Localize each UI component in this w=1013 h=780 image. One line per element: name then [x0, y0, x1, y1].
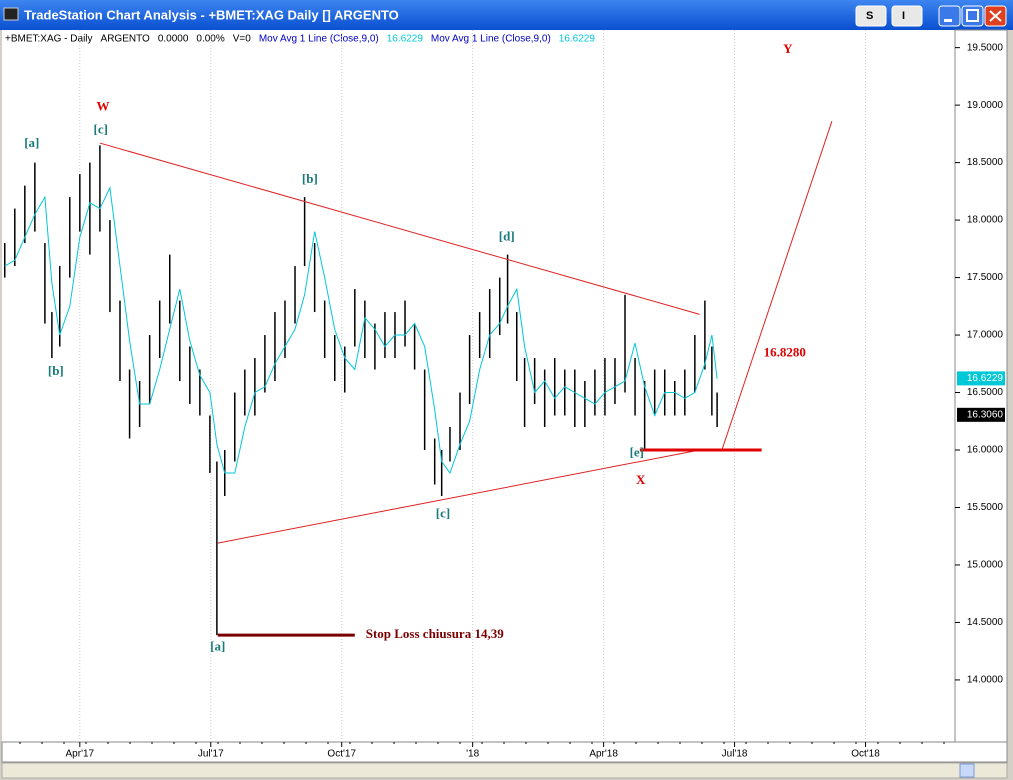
wave-label: 16.8280: [764, 344, 806, 359]
y-tick-label: 18.5000: [967, 157, 1004, 168]
info-text: 16.6229: [559, 34, 596, 45]
x-tick-label: Apr'17: [66, 749, 95, 760]
trend-line: [217, 449, 700, 544]
wave-label: [c]: [94, 121, 108, 136]
price-marker: [957, 371, 1005, 386]
title-bar: [0, 0, 1013, 30]
chart-layer: +BMET:XAG - Daily ARGENTO 0.0000 0.00% V=0 Mo…: [3, 30, 1005, 760]
info-text: 0.0000: [158, 34, 189, 45]
info-text: 16.6229: [387, 34, 424, 45]
info-text: V=0: [233, 34, 252, 45]
close-button[interactable]: [984, 5, 1007, 27]
info-text: Mov Avg 1 Line (Close,9,0): [431, 34, 551, 45]
app-icon: [3, 7, 19, 21]
x-tick-label: Oct'17: [327, 749, 356, 760]
wave-label: [b]: [48, 363, 64, 378]
price-marker-label: 16.3060: [967, 409, 1004, 420]
minimize-button[interactable]: [938, 5, 961, 27]
x-tick-label: '18: [466, 749, 479, 760]
info-text: Mov Avg 1 Line (Close,9,0): [259, 34, 379, 45]
wave-label: [b]: [302, 171, 318, 186]
y-tick-label: 14.5000: [967, 617, 1004, 628]
info-text: +BMET:XAG - Daily: [5, 34, 93, 45]
wave-label: Stop Loss chiusura 14,39: [366, 626, 504, 641]
x-tick-label: Oct'18: [851, 749, 880, 760]
wave-label: [c]: [436, 505, 450, 520]
trend-line: [721, 121, 833, 451]
trend-line: [99, 142, 700, 315]
y-tick-label: 17.5000: [967, 272, 1004, 283]
button-label: S: [866, 10, 873, 22]
y-tick-label: 14.0000: [967, 675, 1004, 686]
y-tick-label: 17.0000: [967, 330, 1004, 341]
x-tick-label: Jul'17: [198, 749, 224, 760]
y-tick-label: 19.5000: [967, 42, 1004, 53]
wave-label: [d]: [499, 228, 515, 243]
scroll-thumb[interactable]: [959, 763, 975, 778]
wave-label: X: [636, 472, 646, 487]
y-tick-label: 19.0000: [967, 100, 1004, 111]
maximize-button[interactable]: [961, 5, 984, 27]
price-marker: [957, 407, 1005, 422]
moving-average: [4, 186, 718, 475]
wave-label: [a]: [210, 639, 225, 654]
x-tick-label: Apr'18: [589, 749, 618, 760]
wave-label: [a]: [24, 135, 39, 150]
wave-label: Y: [783, 41, 793, 56]
price-axis: [954, 29, 1008, 743]
y-tick-label: 18.0000: [967, 215, 1004, 226]
button-i[interactable]: I: [891, 5, 923, 27]
y-tick-label: 16.0000: [967, 445, 1004, 456]
info-text: ARGENTO: [101, 34, 150, 45]
wave-label: W: [96, 98, 109, 113]
button-s[interactable]: S: [855, 5, 887, 27]
plot-area: [2, 30, 955, 742]
wave-label: [e]: [630, 444, 644, 459]
y-tick-label: 15.0000: [967, 560, 1004, 571]
button-label: I: [902, 10, 905, 22]
price-marker-label: 16.6229: [967, 373, 1004, 384]
scrollbar[interactable]: [1, 762, 1008, 779]
y-tick-label: 15.5000: [967, 502, 1004, 513]
y-tick-label: 16.5000: [967, 387, 1004, 398]
window-title: TradeStation Chart Analysis - +BMET:XAG …: [24, 7, 399, 22]
x-tick-label: Jul'18: [722, 749, 748, 760]
